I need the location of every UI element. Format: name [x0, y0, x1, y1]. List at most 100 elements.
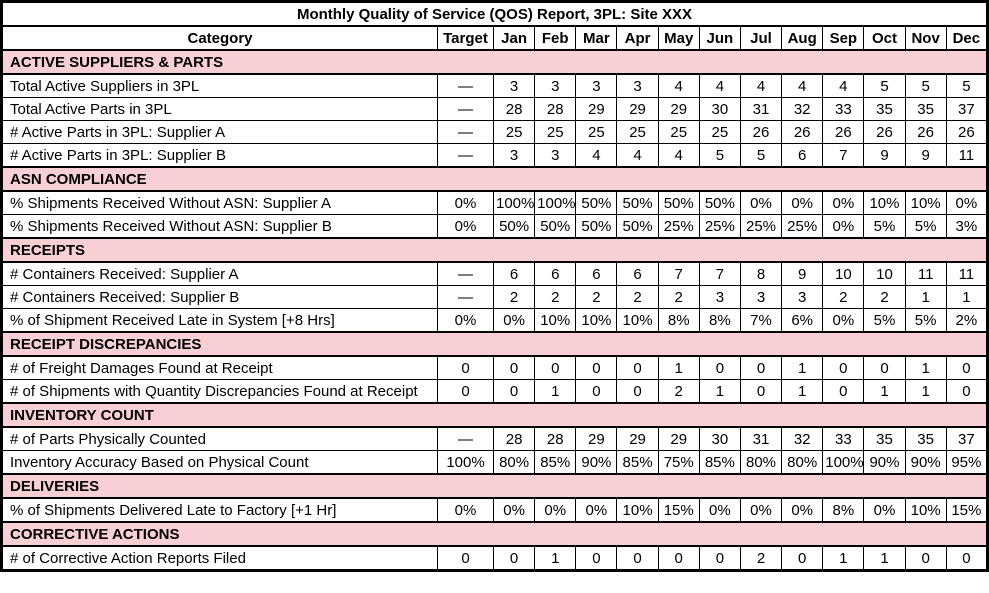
row-label: # of Parts Physically Counted: [1, 426, 438, 451]
month-value: 4: [698, 73, 741, 98]
section-header: RECEIPT DISCREPANCIES: [1, 331, 988, 357]
month-value: 3: [698, 285, 741, 309]
column-header-month: Aug: [781, 25, 824, 51]
section-header: CORRECTIVE ACTIONS: [1, 521, 988, 547]
section-header-row: RECEIPTS: [1, 237, 988, 263]
section-header: ACTIVE SUPPLIERS & PARTS: [1, 49, 988, 75]
month-value: 90%: [863, 450, 906, 475]
month-value: 6: [534, 261, 577, 286]
target-value: 0: [437, 379, 494, 404]
row-label: # Active Parts in 3PL: Supplier A: [1, 120, 438, 144]
month-value: 8%: [698, 308, 741, 333]
month-value: 4: [822, 73, 865, 98]
section-header-row: DELIVERIES: [1, 473, 988, 499]
month-value: 0%: [492, 497, 536, 523]
month-value: 0%: [739, 190, 783, 215]
month-value: 6: [575, 261, 618, 286]
table-row: # of Parts Physically Counted —28 28 29 29 29…: [1, 426, 989, 451]
month-value: 11: [904, 261, 947, 286]
month-value: 2: [822, 285, 865, 309]
month-value: 31: [739, 97, 783, 121]
month-value: 5%: [904, 214, 947, 239]
month-value: 0: [575, 355, 618, 380]
month-value: 5%: [863, 308, 906, 333]
month-value: 1: [534, 379, 577, 404]
month-value: 29: [657, 426, 700, 451]
month-value: 5: [863, 73, 906, 98]
month-value: 6%: [781, 308, 824, 333]
column-header-month: Jul: [739, 25, 783, 51]
month-value: 0: [863, 355, 906, 380]
section-header-row: ASN COMPLIANCE: [1, 166, 988, 192]
column-header-target: Target: [437, 25, 494, 51]
month-value: 28: [534, 97, 577, 121]
month-value: 1: [904, 355, 947, 380]
section-header: RECEIPTS: [1, 237, 988, 263]
target-value: 0: [437, 545, 494, 571]
month-value: 8%: [822, 497, 865, 523]
month-value: 4: [657, 73, 700, 98]
month-value: 50%: [575, 190, 618, 215]
month-value: 3: [492, 143, 536, 168]
report-table-body: ACTIVE SUPPLIERS & PARTS Total Active Sup…: [1, 49, 989, 571]
month-value: 5: [698, 143, 741, 168]
month-value: 35: [904, 426, 947, 451]
month-value: 32: [781, 97, 824, 121]
target-value: 0%: [437, 190, 494, 215]
month-value: 0%: [945, 190, 989, 215]
month-value: 0%: [575, 497, 618, 523]
month-value: 0: [945, 379, 989, 404]
section-header: INVENTORY COUNT: [1, 402, 988, 428]
target-value: 0: [437, 355, 494, 380]
month-value: 50%: [534, 214, 577, 239]
table-row: # of Shipments with Quantity Discrepanci…: [1, 379, 989, 404]
month-value: 0: [781, 545, 824, 571]
month-value: 0: [657, 545, 700, 571]
month-value: 0: [575, 379, 618, 404]
month-value: 2: [575, 285, 618, 309]
month-value: 7: [657, 261, 700, 286]
column-header-month: Oct: [863, 25, 906, 51]
target-value: —: [437, 73, 494, 98]
month-value: 0: [492, 545, 536, 571]
month-value: 10%: [534, 308, 577, 333]
table-row: % of Shipment Received Late in System [+…: [1, 308, 989, 333]
month-value: 29: [616, 426, 659, 451]
report-title-row: Monthly Quality of Service (QOS) Report,…: [1, 1, 988, 27]
month-value: 37: [945, 426, 989, 451]
month-value: 0: [822, 379, 865, 404]
column-header-row: Category Target Jan Feb Mar Apr May Jun …: [1, 25, 989, 51]
month-value: 3: [616, 73, 659, 98]
month-value: 0: [616, 379, 659, 404]
month-value: 0: [739, 355, 783, 380]
month-value: 95%: [945, 450, 989, 475]
table-row: Inventory Accuracy Based on Physical Cou…: [1, 450, 989, 475]
month-value: 10: [863, 261, 906, 286]
month-value: 0: [616, 355, 659, 380]
month-value: 8%: [657, 308, 700, 333]
column-header-month: Dec: [945, 25, 989, 51]
row-label: # Containers Received: Supplier A: [1, 261, 438, 286]
month-value: 50%: [575, 214, 618, 239]
month-value: 11: [945, 261, 989, 286]
month-value: 0%: [781, 190, 824, 215]
table-row: # of Corrective Action Reports Filed 0 0 1 0…: [1, 545, 989, 571]
month-value: 7: [822, 143, 865, 168]
month-value: 25%: [781, 214, 824, 239]
month-value: 80%: [739, 450, 783, 475]
month-value: 25: [575, 120, 618, 144]
month-value: 0: [904, 545, 947, 571]
row-label: # Containers Received: Supplier B: [1, 285, 438, 309]
month-value: 4: [739, 73, 783, 98]
month-value: 35: [904, 97, 947, 121]
month-value: 4: [657, 143, 700, 168]
month-value: 26: [822, 120, 865, 144]
month-value: 31: [739, 426, 783, 451]
month-value: 85%: [616, 450, 659, 475]
report-title: Monthly Quality of Service (QOS) Report,…: [1, 1, 988, 27]
row-label: % Shipments Received Without ASN: Suppli…: [1, 214, 438, 239]
month-value: 33: [822, 97, 865, 121]
row-label: % of Shipments Delivered Late to Factory…: [1, 497, 438, 523]
month-value: 100%: [822, 450, 865, 475]
month-value: 30: [698, 426, 741, 451]
